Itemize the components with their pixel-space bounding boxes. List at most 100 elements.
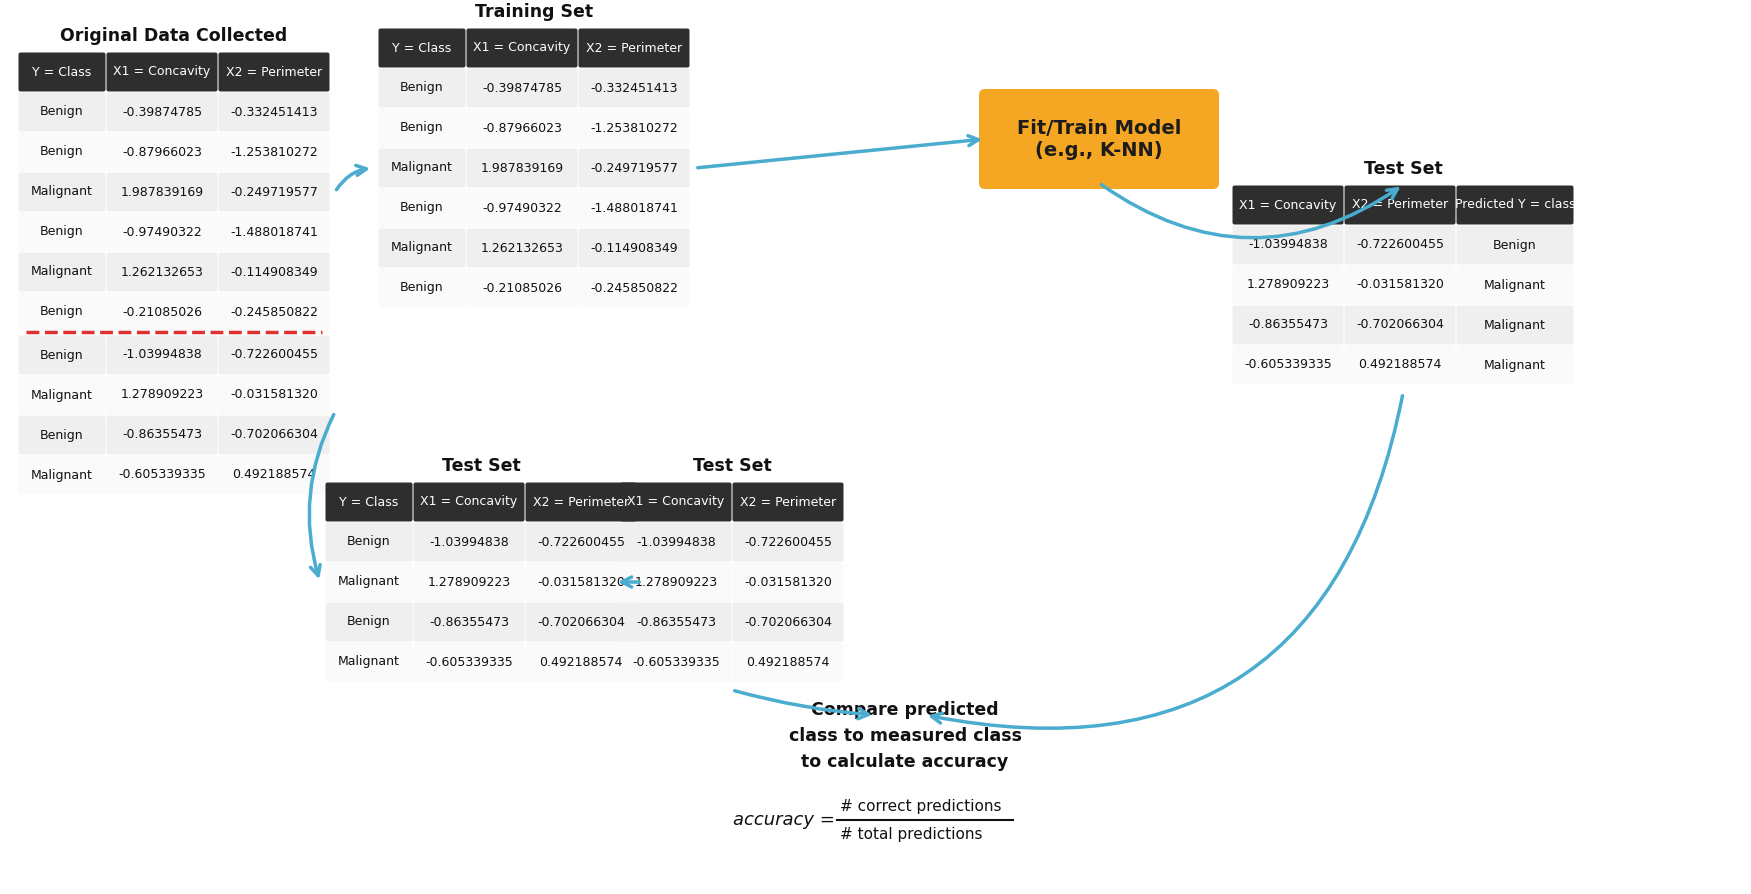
FancyBboxPatch shape (107, 456, 217, 494)
FancyBboxPatch shape (107, 292, 217, 332)
Text: X1 = Concavity: X1 = Concavity (627, 495, 725, 509)
Text: X2 = Perimeter: X2 = Perimeter (226, 65, 322, 79)
FancyBboxPatch shape (326, 483, 413, 521)
FancyBboxPatch shape (732, 603, 844, 642)
FancyBboxPatch shape (1345, 225, 1455, 265)
FancyBboxPatch shape (19, 252, 105, 291)
Text: 0.492188574: 0.492188574 (746, 655, 830, 669)
FancyBboxPatch shape (107, 335, 217, 375)
Text: 1.278909223: 1.278909223 (634, 576, 718, 588)
Text: Benign: Benign (347, 536, 390, 549)
Text: Benign: Benign (40, 225, 84, 239)
FancyBboxPatch shape (578, 29, 690, 68)
FancyBboxPatch shape (1457, 225, 1574, 265)
FancyBboxPatch shape (1457, 306, 1574, 344)
FancyBboxPatch shape (378, 229, 466, 267)
Text: Fit/Train Model
(e.g., K-NN): Fit/Train Model (e.g., K-NN) (1017, 119, 1182, 159)
Text: -0.87966023: -0.87966023 (123, 146, 201, 158)
FancyBboxPatch shape (466, 69, 578, 107)
Text: X2 = Perimeter: X2 = Perimeter (587, 41, 683, 55)
Text: -0.722600455: -0.722600455 (229, 349, 319, 361)
Text: Malignant: Malignant (1485, 279, 1546, 291)
Text: Malignant: Malignant (32, 185, 93, 198)
Text: -1.253810272: -1.253810272 (590, 122, 678, 134)
FancyBboxPatch shape (620, 562, 732, 602)
Text: 1.278909223: 1.278909223 (1247, 279, 1329, 291)
Text: -0.031581320: -0.031581320 (229, 389, 319, 401)
FancyBboxPatch shape (107, 252, 217, 291)
Text: -0.21085026: -0.21085026 (123, 306, 201, 318)
FancyBboxPatch shape (219, 53, 329, 91)
Text: -0.21085026: -0.21085026 (482, 282, 562, 294)
FancyBboxPatch shape (219, 456, 329, 494)
Text: 0.492188574: 0.492188574 (233, 468, 315, 482)
Text: Benign: Benign (40, 428, 84, 442)
Text: -0.39874785: -0.39874785 (482, 81, 562, 95)
FancyBboxPatch shape (578, 148, 690, 188)
FancyBboxPatch shape (326, 522, 413, 561)
Text: X1 = Concavity: X1 = Concavity (114, 65, 210, 79)
Text: Training Set: Training Set (475, 3, 594, 21)
Text: Compare predicted: Compare predicted (811, 701, 998, 719)
Text: -0.114908349: -0.114908349 (229, 266, 319, 279)
FancyBboxPatch shape (1233, 266, 1343, 305)
FancyBboxPatch shape (219, 213, 329, 251)
Text: Malignant: Malignant (338, 576, 399, 588)
FancyBboxPatch shape (19, 213, 105, 251)
Text: -0.722600455: -0.722600455 (538, 536, 625, 549)
Text: -0.702066304: -0.702066304 (538, 615, 625, 628)
Text: -0.245850822: -0.245850822 (229, 306, 319, 318)
Text: 0.492188574: 0.492188574 (1359, 358, 1441, 372)
Text: -1.488018741: -1.488018741 (590, 201, 678, 215)
Text: Malignant: Malignant (1485, 318, 1546, 332)
FancyBboxPatch shape (525, 603, 637, 642)
Text: -1.03994838: -1.03994838 (429, 536, 510, 549)
Text: X1 = Concavity: X1 = Concavity (473, 41, 571, 55)
FancyBboxPatch shape (1457, 345, 1574, 384)
Text: -0.332451413: -0.332451413 (229, 105, 317, 119)
Text: X2 = Perimeter: X2 = Perimeter (741, 495, 835, 509)
FancyBboxPatch shape (19, 132, 105, 172)
FancyBboxPatch shape (1345, 266, 1455, 305)
Text: Benign: Benign (401, 282, 443, 294)
FancyBboxPatch shape (378, 148, 466, 188)
Text: -0.86355473: -0.86355473 (123, 428, 201, 442)
FancyBboxPatch shape (19, 416, 105, 454)
Text: -0.605339335: -0.605339335 (1245, 358, 1333, 372)
FancyBboxPatch shape (219, 335, 329, 375)
Text: -1.488018741: -1.488018741 (229, 225, 319, 239)
Text: Malignant: Malignant (1485, 358, 1546, 372)
Text: -0.702066304: -0.702066304 (229, 428, 319, 442)
Text: -0.249719577: -0.249719577 (590, 162, 678, 174)
FancyBboxPatch shape (413, 522, 525, 561)
Text: -0.031581320: -0.031581320 (744, 576, 832, 588)
FancyBboxPatch shape (466, 108, 578, 148)
Text: Malignant: Malignant (338, 655, 399, 669)
FancyBboxPatch shape (413, 483, 525, 521)
FancyBboxPatch shape (219, 173, 329, 212)
Text: -0.722600455: -0.722600455 (744, 536, 832, 549)
FancyBboxPatch shape (19, 92, 105, 131)
FancyBboxPatch shape (1233, 306, 1343, 344)
FancyBboxPatch shape (578, 229, 690, 267)
FancyBboxPatch shape (620, 643, 732, 681)
Text: 1.987839169: 1.987839169 (121, 185, 203, 198)
FancyBboxPatch shape (19, 375, 105, 415)
Text: X1 = Concavity: X1 = Concavity (1240, 198, 1336, 212)
FancyBboxPatch shape (378, 189, 466, 227)
Text: -0.249719577: -0.249719577 (229, 185, 319, 198)
Text: -1.03994838: -1.03994838 (1248, 239, 1327, 251)
Text: Benign: Benign (40, 349, 84, 361)
Text: 0.492188574: 0.492188574 (539, 655, 623, 669)
FancyBboxPatch shape (378, 69, 466, 107)
FancyBboxPatch shape (732, 522, 844, 561)
Text: # total predictions: # total predictions (840, 828, 982, 842)
Text: X1 = Concavity: X1 = Concavity (420, 495, 518, 509)
FancyBboxPatch shape (525, 562, 637, 602)
FancyBboxPatch shape (19, 292, 105, 332)
Text: Benign: Benign (1494, 239, 1537, 251)
Text: Predicted Y = class: Predicted Y = class (1455, 198, 1576, 212)
FancyBboxPatch shape (732, 483, 844, 521)
Text: -1.03994838: -1.03994838 (123, 349, 201, 361)
FancyBboxPatch shape (1345, 306, 1455, 344)
